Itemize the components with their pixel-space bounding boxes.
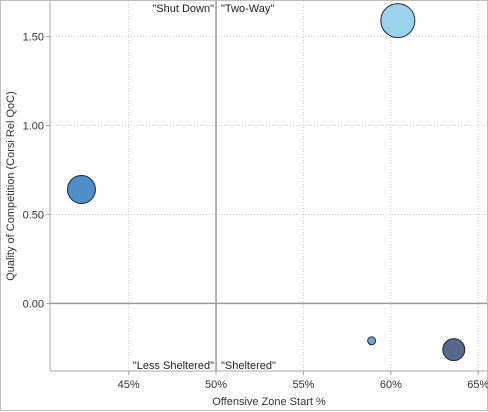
scatter-point [367,336,377,346]
grid-lines [50,1,487,371]
x-tick-label: 45% [118,379,140,391]
y-tick-label: 1.00 [23,121,44,133]
y-tick-label: 1.50 [23,32,44,44]
scatter-point [66,175,96,205]
axes [46,1,487,375]
y-tick-label: 0.50 [23,209,44,221]
quad-label-bottom-right: "Sheltered" [221,360,276,372]
x-tick-label: 50% [205,379,227,391]
quadrant-labels: "Shut Down" "Two-Way" "Less Sheltered" "… [133,3,276,372]
reference-lines [50,1,487,371]
x-axis-title: Offensive Zone Start % [212,396,326,408]
x-tick-label: 65% [467,379,488,391]
quad-label-bottom-left: "Less Sheltered" [133,360,214,372]
x-tick-label: 60% [380,379,402,391]
quad-label-top-right: "Two-Way" [221,3,274,15]
y-tick-label: 0.00 [23,298,44,310]
y-axis-title: Quality of Competition (Corsi Rel QoC) [5,91,17,281]
x-tick-label: 55% [292,379,314,391]
tick-labels: 45% 50% 55% 60% 65% 0.00 0.50 1.00 1.50 [23,32,488,391]
scatter-point [380,3,416,39]
quad-label-top-left: "Shut Down" [152,3,214,15]
data-points [66,3,466,362]
scatter-point [442,338,466,362]
